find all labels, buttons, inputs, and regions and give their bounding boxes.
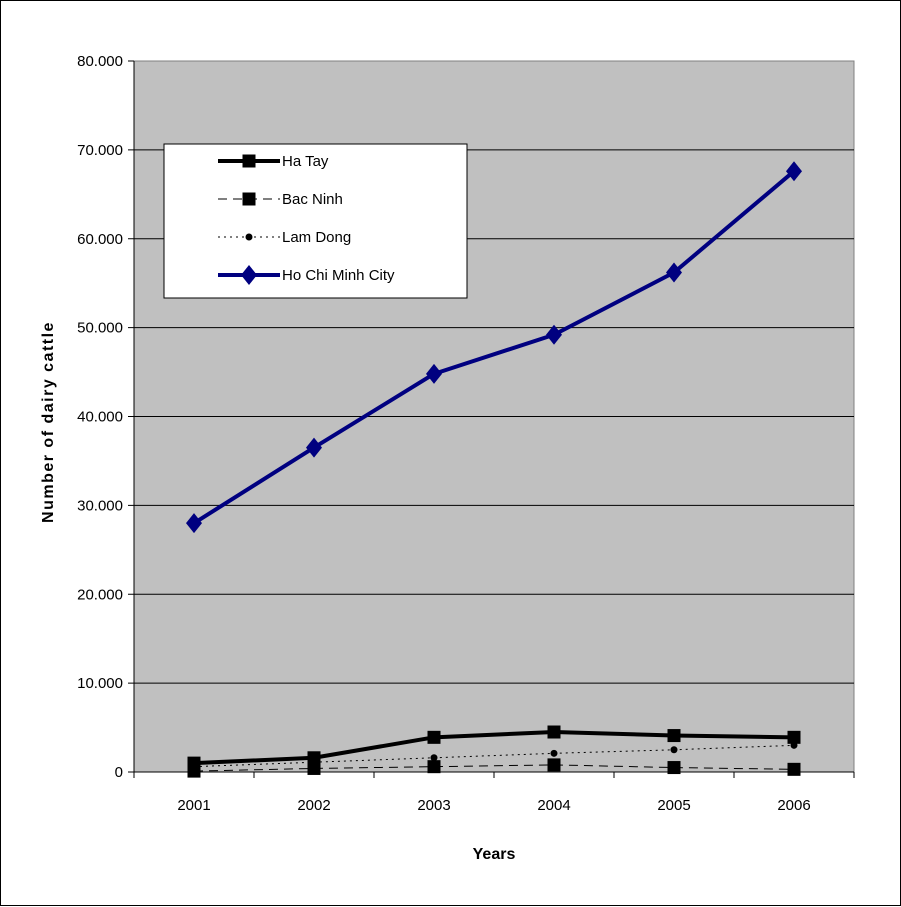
legend-marker bbox=[241, 265, 257, 285]
series-line bbox=[193, 764, 795, 772]
x-tick-label: 2006 bbox=[777, 797, 810, 814]
legend-entry: Bac Ninh bbox=[218, 191, 343, 208]
data-point bbox=[667, 729, 681, 743]
data-point bbox=[427, 760, 441, 774]
y-tick-label: 10.000 bbox=[77, 675, 123, 692]
data-point bbox=[787, 730, 801, 744]
legend-marker bbox=[242, 154, 256, 168]
y-tick-label: 70.000 bbox=[77, 142, 123, 159]
legend-label: Bac Ninh bbox=[282, 191, 343, 208]
legend-entry: Ho Chi Minh City bbox=[218, 265, 395, 285]
legend-label: Lam Dong bbox=[282, 229, 351, 246]
legend-label: Ho Chi Minh City bbox=[282, 267, 395, 284]
data-point bbox=[790, 741, 798, 749]
gridlines bbox=[134, 149, 854, 684]
x-tick-label: 2002 bbox=[297, 797, 330, 814]
y-axis: 0 10.000 20.000 30.000 40.000 50.000 60.000 70.… bbox=[77, 53, 135, 781]
data-point bbox=[667, 761, 681, 775]
data-point bbox=[186, 513, 202, 534]
x-axis: 2001 2002 2003 2004 2005 2006 bbox=[133, 771, 855, 814]
y-tick-label: 20.000 bbox=[77, 586, 123, 603]
legend-entry: Ha Tay bbox=[218, 153, 329, 170]
y-tick-label: 40.000 bbox=[77, 409, 123, 426]
legend-label: Ha Tay bbox=[282, 153, 329, 170]
data-point bbox=[306, 437, 322, 458]
data-point bbox=[307, 761, 321, 775]
x-tick-label: 2005 bbox=[657, 797, 690, 814]
data-point bbox=[310, 758, 318, 766]
series-ho-chi-minh-city bbox=[186, 161, 802, 534]
data-point bbox=[190, 763, 198, 771]
legend: Ha Tay Bac Ninh Lam Dong Ho Chi Minh City bbox=[163, 143, 468, 299]
data-point bbox=[547, 725, 561, 739]
x-tick-label: 2003 bbox=[417, 797, 450, 814]
data-point bbox=[670, 746, 678, 754]
x-tick-label: 2001 bbox=[177, 797, 210, 814]
legend-box bbox=[163, 143, 468, 299]
series-layer bbox=[186, 161, 802, 778]
series-line bbox=[193, 744, 795, 768]
series-bac-ninh bbox=[187, 758, 801, 778]
x-axis-title: Years bbox=[473, 846, 516, 863]
y-tick-label: 30.000 bbox=[77, 497, 123, 514]
y-axis-title: Number of dairy cattle bbox=[40, 321, 57, 523]
data-point bbox=[550, 749, 558, 757]
data-point bbox=[786, 161, 802, 182]
series-lam-dong bbox=[190, 741, 798, 771]
data-point bbox=[546, 324, 562, 345]
data-point bbox=[430, 754, 438, 762]
data-point bbox=[426, 363, 442, 384]
data-point bbox=[427, 730, 441, 744]
legend-entry: Lam Dong bbox=[218, 229, 351, 246]
y-tick-label: 50.000 bbox=[77, 320, 123, 337]
data-point bbox=[787, 762, 801, 776]
x-tick-label: 2004 bbox=[537, 797, 570, 814]
y-tick-label: 80.000 bbox=[77, 53, 123, 70]
series-line bbox=[192, 169, 796, 525]
series-line bbox=[193, 730, 795, 766]
data-point bbox=[547, 758, 561, 772]
y-tick-label: 60.000 bbox=[77, 231, 123, 248]
data-point bbox=[666, 262, 682, 283]
legend-marker bbox=[242, 192, 256, 206]
legend-marker bbox=[245, 233, 253, 241]
y-tick-label: 0 bbox=[115, 764, 123, 781]
